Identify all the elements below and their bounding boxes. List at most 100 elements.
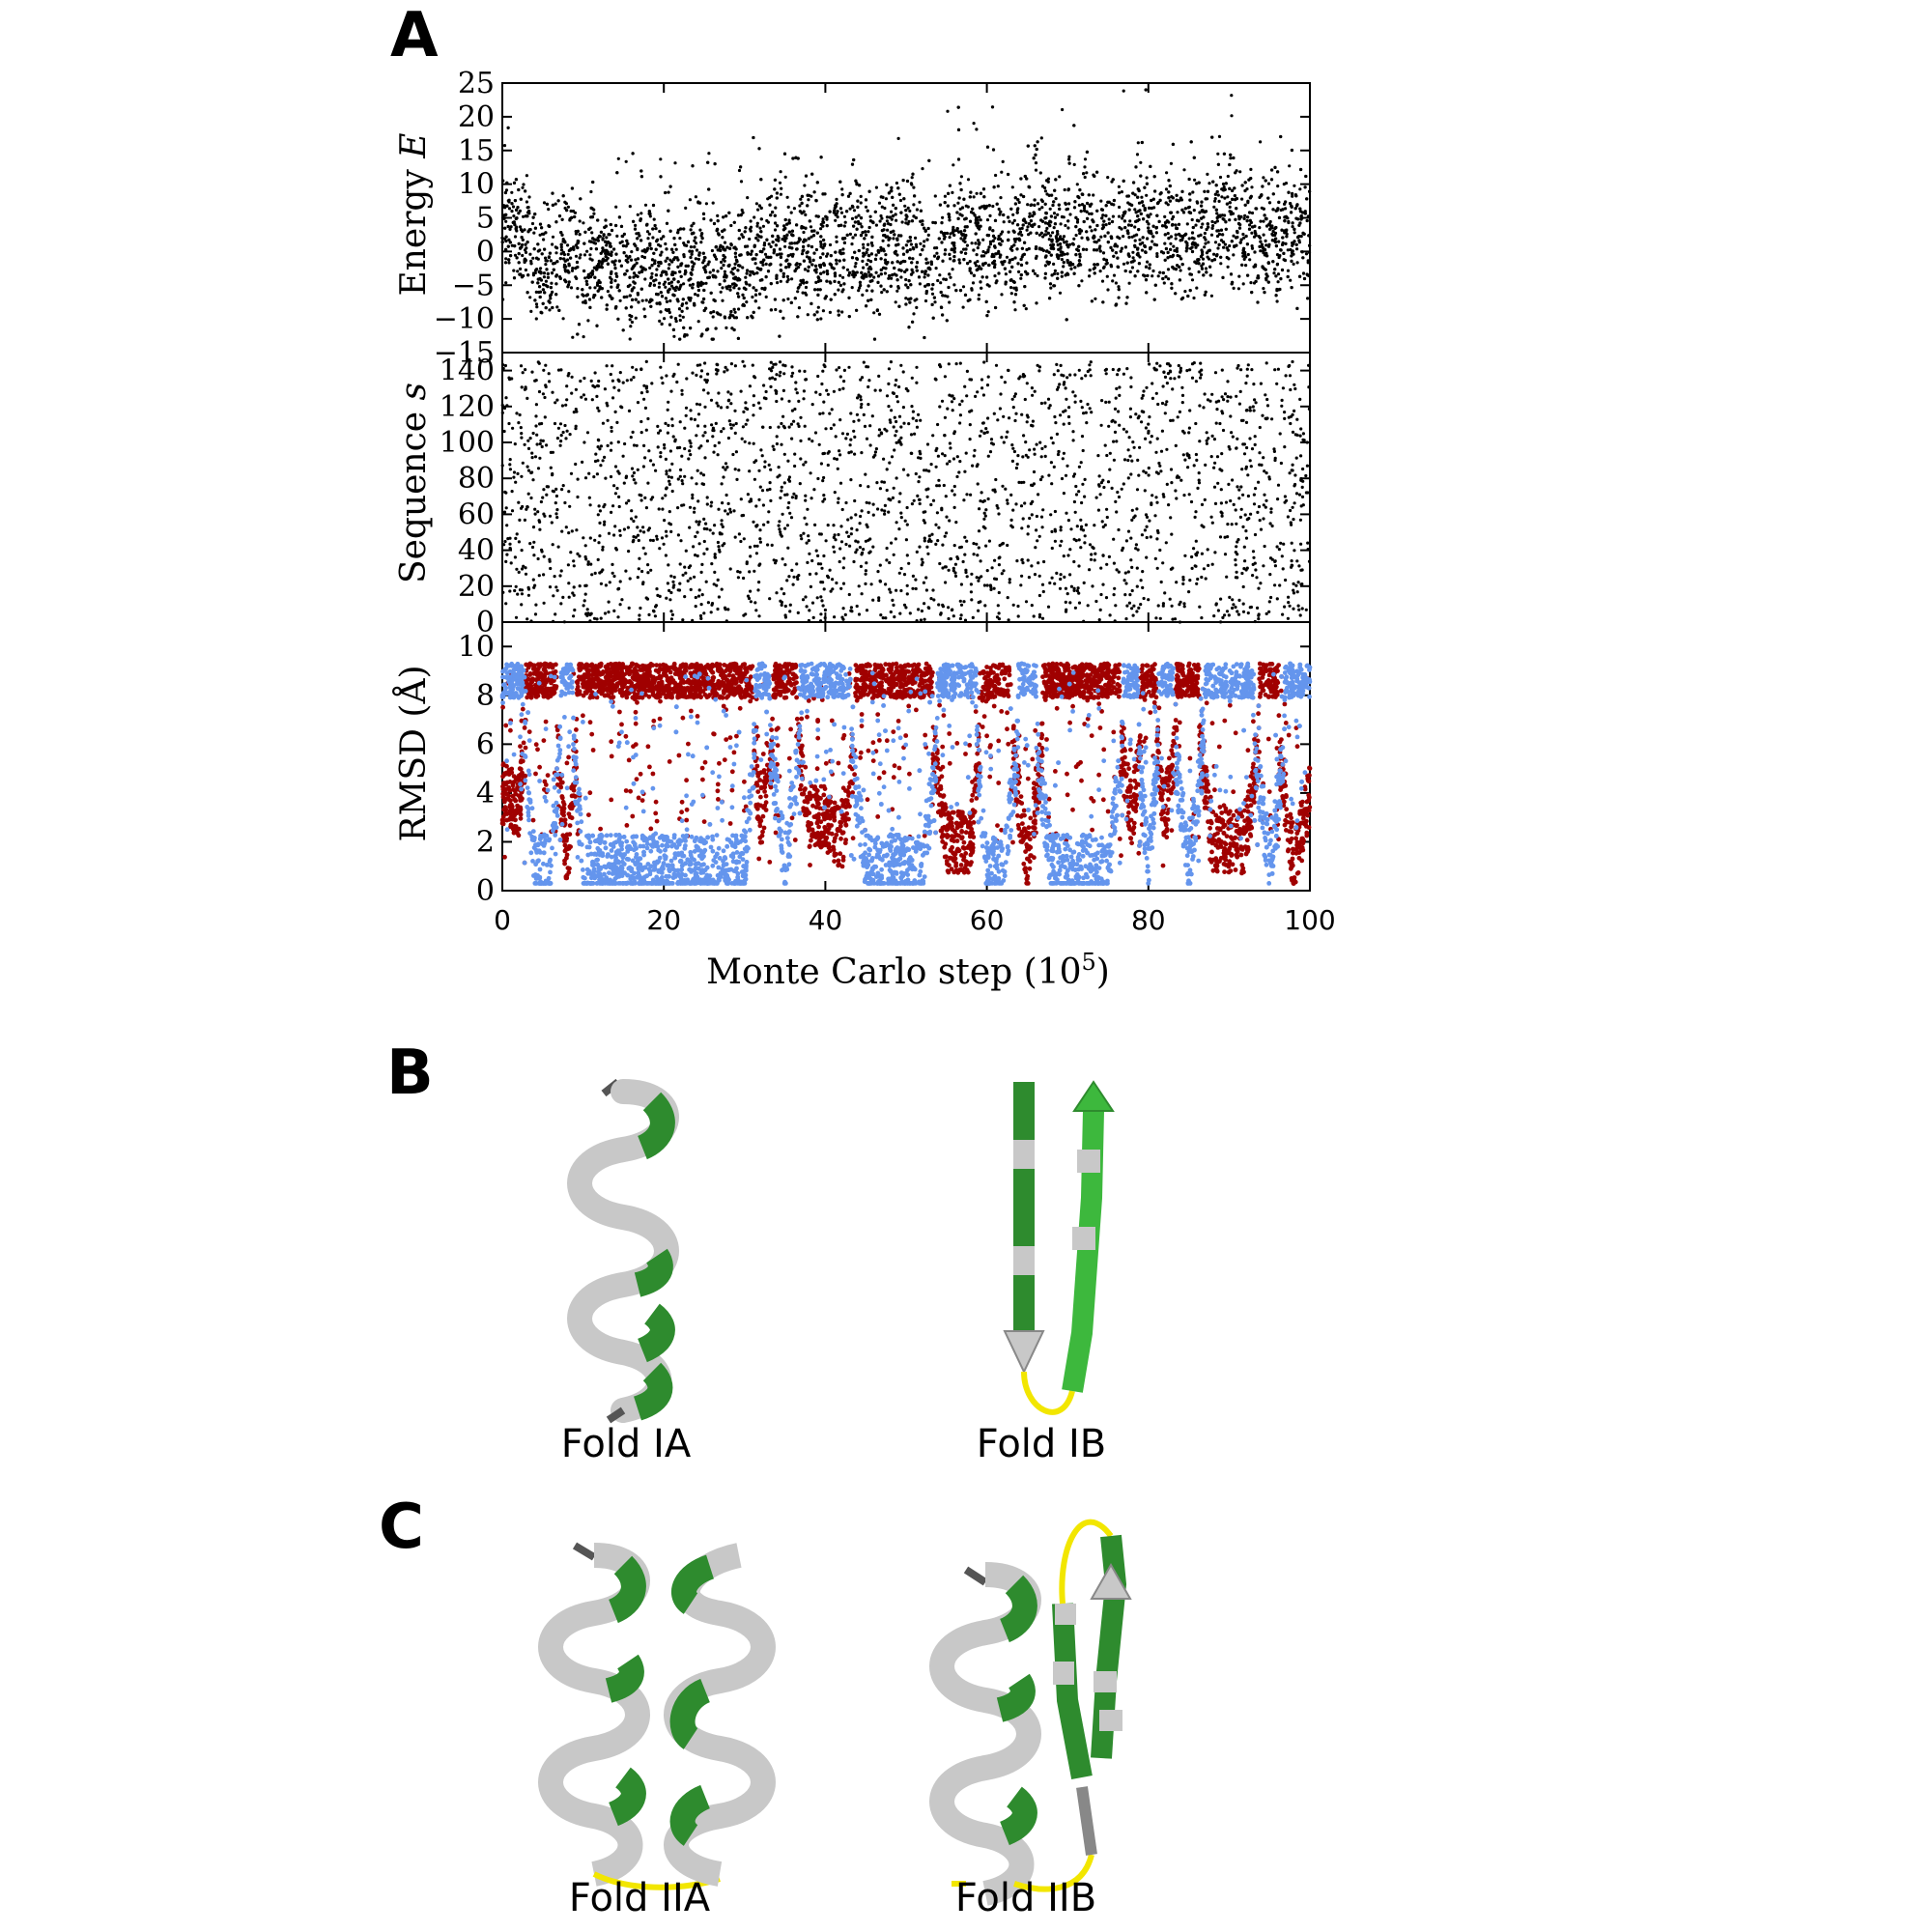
- energy-point: [507, 207, 512, 211]
- energy-point: [851, 272, 855, 277]
- energy-point: [964, 251, 968, 255]
- energy-point: [582, 242, 586, 245]
- energy-point: [1233, 186, 1236, 190]
- energy-point: [592, 212, 596, 215]
- energy-point: [921, 270, 924, 273]
- energy-point: [691, 282, 696, 286]
- energy-point: [1228, 201, 1232, 205]
- energy-point: [927, 266, 931, 270]
- energy-point: [727, 316, 732, 320]
- energy-point: [1250, 185, 1254, 189]
- energy-point: [1068, 213, 1072, 216]
- energy-point: [1201, 257, 1206, 261]
- energy-point: [826, 252, 830, 256]
- energy-point: [1026, 225, 1030, 229]
- energy-point: [518, 225, 523, 229]
- energy-point: [1043, 233, 1047, 237]
- energy-point: [736, 213, 741, 217]
- energy-point: [529, 309, 533, 313]
- energy-point: [660, 322, 664, 326]
- energy-point: [752, 135, 755, 140]
- energy-point: [655, 240, 659, 243]
- energy-point: [640, 298, 644, 302]
- energy-point: [723, 316, 727, 320]
- energy-point: [711, 201, 715, 205]
- energy-point: [549, 259, 553, 263]
- energy-point: [853, 233, 858, 237]
- energy-point: [542, 271, 547, 275]
- energy-point: [1066, 187, 1070, 191]
- energy-point: [1126, 194, 1130, 198]
- energy-point: [1295, 261, 1299, 265]
- energy-point: [923, 226, 926, 230]
- energy-point: [708, 270, 712, 274]
- energy-point: [771, 211, 775, 214]
- energy-point: [1133, 239, 1137, 242]
- energy-point: [514, 226, 518, 230]
- energy-point: [1140, 195, 1144, 199]
- energy-point: [1166, 232, 1170, 236]
- energy-point: [1012, 218, 1016, 222]
- energy-point: [1234, 217, 1237, 221]
- energy-point: [1101, 300, 1105, 304]
- energy-point: [974, 242, 978, 245]
- energy-point: [732, 282, 736, 286]
- energy-point: [1144, 250, 1148, 254]
- energy-point: [688, 298, 692, 301]
- energy-point: [807, 198, 810, 202]
- energy-point: [597, 259, 601, 263]
- energy-point: [591, 180, 595, 185]
- energy-point: [576, 287, 580, 291]
- energy-point: [1093, 248, 1096, 252]
- energy-point: [908, 300, 912, 304]
- energy-point: [971, 281, 976, 285]
- energy-point: [862, 254, 866, 258]
- energy-point: [980, 275, 984, 279]
- energy-point: [1188, 192, 1192, 196]
- energy-point: [548, 224, 552, 228]
- energy-point: [649, 246, 653, 251]
- energy-point: [1086, 236, 1090, 240]
- energy-point: [512, 276, 517, 280]
- energy-point: [1068, 242, 1072, 246]
- energy-point: [807, 265, 810, 269]
- energy-point: [628, 205, 632, 209]
- energy-point: [718, 282, 722, 286]
- energy-point: [585, 249, 589, 253]
- energy-point: [1127, 236, 1131, 240]
- energy-point: [1169, 242, 1173, 245]
- energy-point: [590, 231, 594, 235]
- energy-point: [551, 235, 555, 239]
- energy-point: [883, 206, 887, 211]
- energy-point: [805, 255, 810, 259]
- energy-point: [664, 190, 668, 195]
- energy-point: [1106, 200, 1110, 204]
- energy-point: [631, 266, 635, 270]
- energy-point: [778, 334, 781, 338]
- energy-point: [1066, 245, 1070, 249]
- energy-point: [1280, 268, 1285, 272]
- energy-point: [1213, 220, 1217, 225]
- energy-point: [1037, 233, 1041, 237]
- energy-point: [895, 237, 899, 241]
- energy-point: [759, 260, 763, 265]
- energy-point: [1262, 249, 1265, 253]
- energy-point: [906, 240, 910, 243]
- energy-point: [905, 268, 909, 271]
- energy-point: [857, 289, 861, 293]
- energy-point: [1049, 234, 1053, 238]
- energy-point: [1019, 257, 1023, 262]
- energy-point: [939, 290, 943, 295]
- energy-point: [1151, 269, 1155, 273]
- energy-point: [1152, 298, 1156, 301]
- energy-point: [689, 327, 693, 330]
- energy-point: [1284, 242, 1288, 245]
- energy-point: [740, 208, 744, 213]
- energy-point: [582, 335, 585, 339]
- energy-point: [577, 240, 581, 243]
- energy-point: [531, 256, 535, 260]
- energy-point: [672, 237, 676, 241]
- energy-point: [1276, 185, 1280, 188]
- energy-point: [809, 260, 812, 264]
